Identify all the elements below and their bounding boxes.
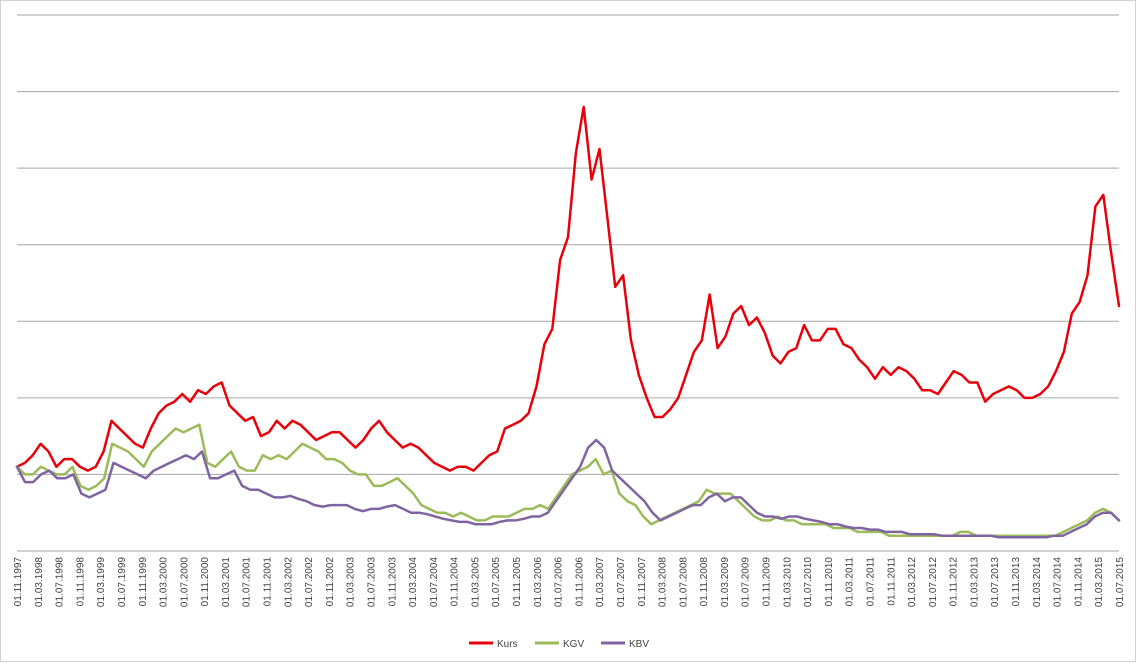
- series-line-kgv: [15, 423, 1121, 537]
- series-lines: [15, 105, 1121, 539]
- series-line-kurs: [15, 105, 1121, 472]
- x-tick-label: 01.11.2007: [637, 557, 648, 607]
- x-tick-label: 01.07.2006: [554, 557, 565, 607]
- x-tick-label: 01.11.1997: [13, 557, 24, 607]
- x-tick-label: 01.07.2007: [616, 557, 627, 607]
- x-tick-label: 01.03.1999: [96, 557, 107, 607]
- x-tick-label: 01.11.2011: [886, 557, 897, 606]
- x-tick-label: 01.07.2014: [1053, 557, 1064, 607]
- x-tick-label: 01.03.2012: [907, 557, 918, 607]
- x-tick-label: 01.07.2004: [429, 557, 440, 607]
- x-axis: 01.11.1997 01.03.1998 01.07.1998 01.11.1998…: [13, 557, 1126, 607]
- x-tick-label: 01.11.2003: [387, 557, 398, 607]
- legend: Kurs KGV KBV: [469, 639, 649, 650]
- x-tick-label: 01.11.2006: [574, 557, 585, 607]
- x-tick-label: 01.03.2014: [1032, 557, 1043, 607]
- gridlines: [17, 14, 1119, 552]
- x-tick-label: 01.03.2007: [595, 557, 606, 607]
- legend-label-kurs: Kurs: [497, 639, 518, 650]
- x-tick-label: 01.11.2008: [699, 557, 710, 607]
- x-tick-label: 01.03.2001: [221, 557, 232, 607]
- x-tick-label: 01.11.1999: [138, 557, 149, 607]
- x-tick-label: 01.07.2011: [866, 557, 877, 607]
- x-tick-label: 01.07.2013: [990, 557, 1001, 607]
- series-line-kbv: [15, 438, 1121, 539]
- x-tick-label: 01.11.2002: [325, 557, 336, 607]
- x-tick-label: 01.11.1998: [75, 557, 86, 607]
- x-tick-label: 01.03.2000: [159, 557, 170, 607]
- x-tick-label: 01.03.2009: [720, 557, 731, 607]
- x-tick-label: 01.11.2001: [263, 557, 274, 607]
- x-tick-label: 01.03.2005: [470, 557, 481, 607]
- x-tick-label: 01.03.2003: [346, 557, 357, 607]
- x-tick-label: 01.07.2005: [491, 557, 502, 607]
- x-tick-label: 01.07.2001: [242, 557, 253, 607]
- x-tick-label: 01.11.2009: [762, 557, 773, 607]
- x-tick-label: 01.03.2004: [408, 557, 419, 607]
- x-tick-label: 01.07.2002: [304, 557, 315, 607]
- x-tick-label: 01.11.2005: [512, 557, 523, 607]
- x-tick-label: 01.03.2015: [1094, 557, 1105, 607]
- x-tick-label: 01.07.1999: [117, 557, 128, 607]
- x-tick-label: 01.07.2009: [741, 557, 752, 607]
- x-tick-label: 01.03.2011: [845, 557, 856, 607]
- legend-label-kbv: KBV: [629, 639, 649, 650]
- x-tick-label: 01.11.2014: [1073, 557, 1084, 607]
- x-tick-label: 01.11.2012: [949, 557, 960, 607]
- x-tick-label: 01.07.2000: [179, 557, 190, 607]
- x-tick-label: 01.07.2012: [928, 557, 939, 607]
- x-tick-label: 01.03.2013: [970, 557, 981, 607]
- x-tick-label: 01.07.2015: [1115, 557, 1126, 607]
- x-tick-label: 01.11.2013: [1011, 557, 1022, 607]
- x-tick-label: 01.11.2000: [200, 557, 211, 607]
- x-tick-label: 01.11.2010: [824, 557, 835, 607]
- x-tick-label: 01.03.2002: [283, 557, 294, 607]
- x-tick-label: 01.03.2006: [533, 557, 544, 607]
- legend-label-kgv: KGV: [563, 639, 584, 650]
- x-tick-label: 01.03.1998: [34, 557, 45, 607]
- x-tick-label: 01.07.2010: [803, 557, 814, 607]
- x-tick-label: 01.07.2003: [367, 557, 378, 607]
- x-tick-label: 01.11.2004: [450, 557, 461, 607]
- x-tick-label: 01.03.2010: [782, 557, 793, 607]
- x-tick-label: 01.03.2008: [658, 557, 669, 607]
- x-tick-label: 01.07.1998: [55, 557, 66, 607]
- x-tick-label: 01.07.2008: [678, 557, 689, 607]
